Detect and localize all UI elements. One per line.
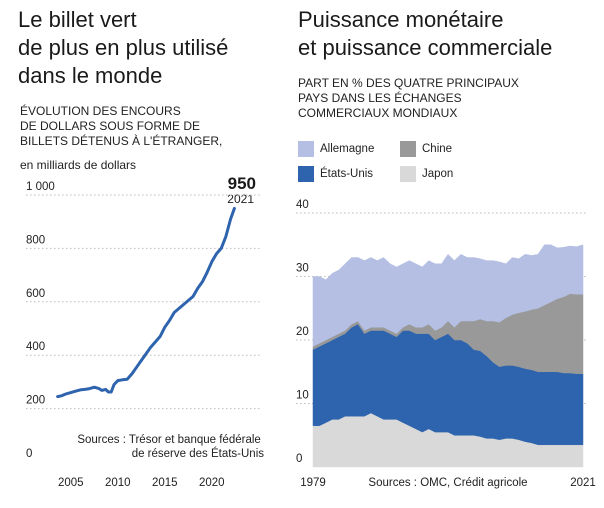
- left-y-tick-label: 1 000: [26, 181, 55, 193]
- legend-swatch-japon: [400, 166, 416, 182]
- right-y-tick-label: 0: [296, 453, 302, 465]
- area-series-allemagne: [312, 244, 584, 347]
- left-x-tick-label: 2020: [199, 477, 225, 489]
- left-x-tick-label: 2015: [152, 477, 178, 489]
- right-source: Sources : OMC, Crédit agricole: [368, 477, 527, 489]
- right-title: Puissance monétaire et puissance commerc…: [298, 7, 553, 60]
- right-y-tick-label: 40: [296, 199, 309, 211]
- right-y-tick-label: 20: [296, 326, 309, 338]
- left-series-line: [56, 206, 236, 399]
- right-x-tick-label: 2021: [570, 477, 596, 489]
- left-source-line1: Sources : Trésor et banque fédérale: [77, 434, 260, 446]
- left-x-tick-label: 2010: [105, 477, 131, 489]
- left-y-tick-label: 600: [26, 288, 45, 300]
- legend-swatch-chine: [400, 141, 416, 157]
- legend-swatch-allemagne: [298, 141, 314, 157]
- left-unit: en milliards de dollars: [20, 158, 137, 172]
- right-subtitle: PART EN % DES QUATRE PRINCIPAUX PAYS DAN…: [298, 76, 519, 120]
- legend-label-etats-unis: États-Unis: [320, 168, 374, 180]
- highlight-value: 950: [228, 174, 256, 193]
- left-source-line2: de réserve des États-Unis: [132, 447, 265, 460]
- right-y-tick-label: 30: [296, 263, 309, 275]
- left-x-tick-label: 2005: [58, 477, 84, 489]
- left-subtitle: ÉVOLUTION DES ENCOURS DE DOLLARS SOUS FO…: [20, 104, 223, 148]
- right-x-tick-label: 1979: [300, 477, 326, 489]
- right-y-tick-label: 10: [296, 390, 309, 402]
- legend-label-chine: Chine: [422, 143, 453, 155]
- left-y-tick-label: 200: [26, 395, 45, 407]
- left-title: Le billet vert de plus en plus utilisé d…: [18, 7, 229, 88]
- legend-label-japon: Japon: [422, 168, 454, 180]
- left-y-tick-label: 400: [26, 341, 45, 353]
- legend-label-allemagne: Allemagne: [320, 143, 375, 155]
- left-line-chart: 950 2021 Sources : Trésor et banque fédé…: [26, 174, 264, 489]
- left-y-tick-label: 800: [26, 234, 45, 246]
- legend-swatch-etats-unis: [298, 166, 314, 182]
- left-y-tick-label: 0: [26, 448, 32, 460]
- left-source: Sources : Trésor et banque fédérale de r…: [77, 434, 264, 460]
